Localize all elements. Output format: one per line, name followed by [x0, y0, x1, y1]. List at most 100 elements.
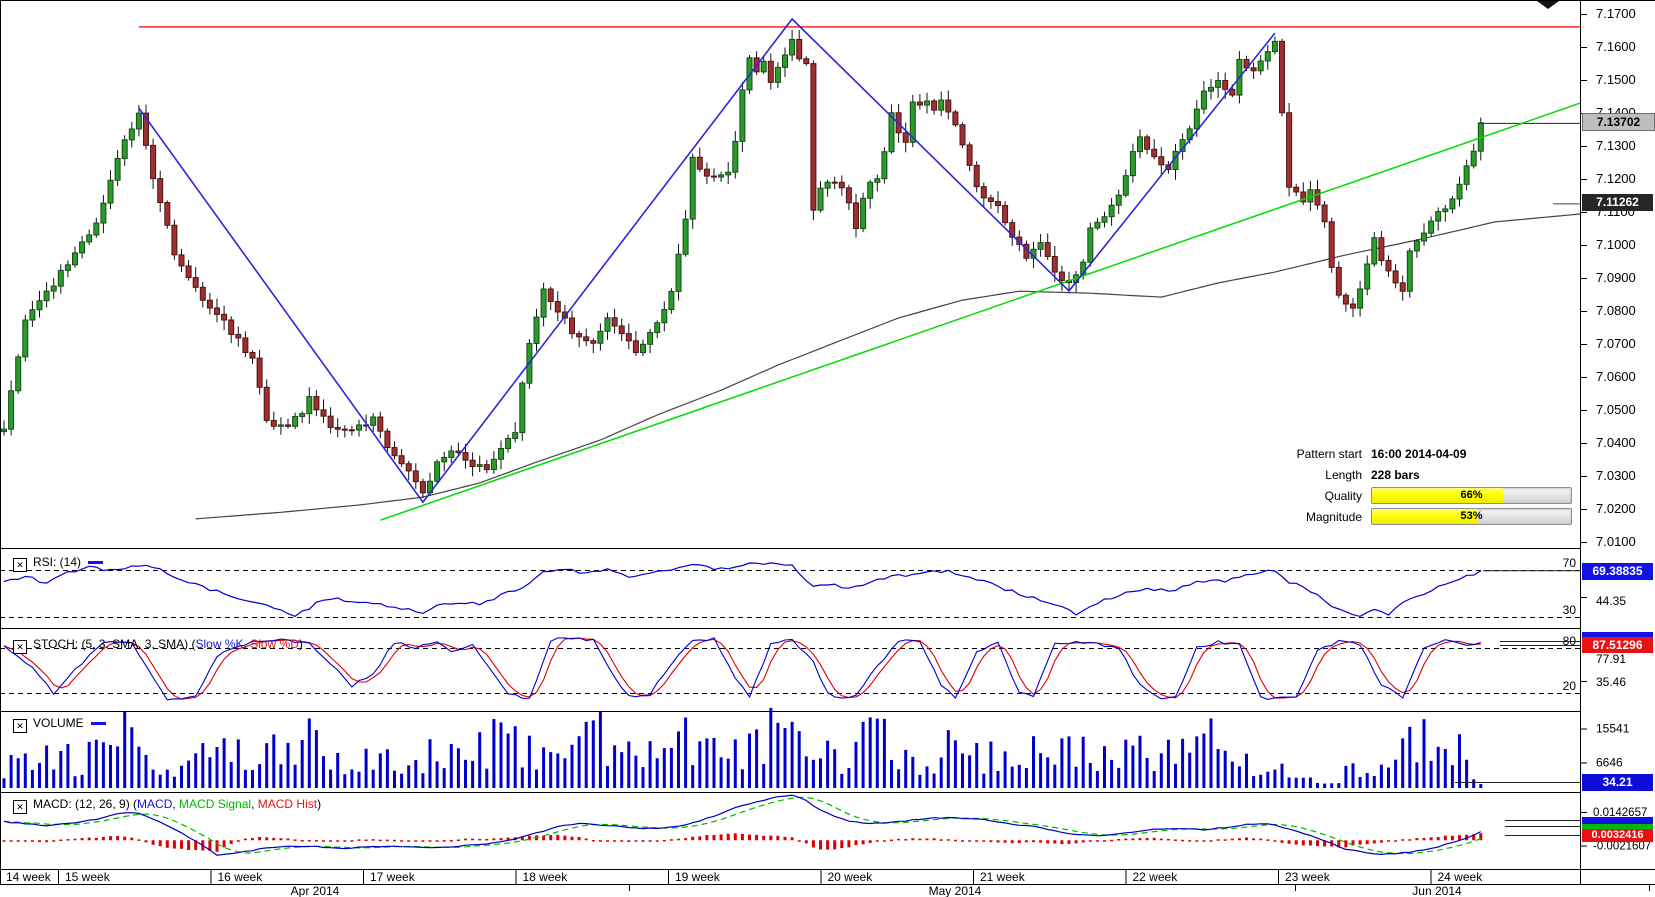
volume-bar: [641, 767, 645, 788]
volume-bar: [911, 756, 915, 788]
stoch-close-paren: ): [298, 637, 303, 651]
candle-bullish: [1087, 227, 1094, 263]
volume-bar: [293, 764, 297, 788]
candle-bearish: [377, 416, 384, 432]
macd-hist-bar: [1372, 840, 1376, 844]
price-scale-label: 7.0200: [1596, 501, 1636, 516]
candle-bearish: [405, 463, 412, 472]
macd-hist-bar: [819, 840, 822, 850]
macd-hist-bar: [1039, 840, 1043, 843]
macd-hist-bar: [648, 840, 652, 842]
volume-bar: [101, 742, 105, 788]
volume-bar: [123, 711, 127, 788]
volume-bar: [109, 744, 112, 788]
candle-bullish: [512, 432, 519, 439]
candle-bearish: [214, 307, 220, 315]
volume-bar: [222, 738, 226, 788]
candle-bullish: [490, 458, 497, 471]
macd-hist-bar: [364, 839, 368, 841]
candle-bearish: [1151, 148, 1158, 158]
scroll-end-marker-icon[interactable]: [1537, 1, 1559, 9]
pattern-zigzag[interactable]: [138, 17, 1276, 504]
candle-bearish: [838, 181, 845, 189]
candle-bullish: [1208, 86, 1214, 92]
rsi-checkbox-icon[interactable]: ✕: [13, 558, 27, 572]
volume-bar: [158, 774, 162, 788]
pattern-start-row: Pattern start 16:00 2014-04-09: [1230, 443, 1578, 464]
candle-bearish: [973, 164, 980, 188]
volume-bar: [1032, 736, 1035, 788]
candle-bearish: [931, 100, 938, 111]
volume-bar: [506, 733, 510, 788]
volume-bar: [1408, 726, 1412, 788]
candle-bearish: [618, 325, 625, 335]
candle-bearish: [178, 254, 185, 267]
volume-bar: [613, 745, 617, 788]
volume-bar: [1024, 767, 1028, 788]
candle-bearish: [327, 415, 334, 428]
volume-bar: [826, 740, 830, 788]
volume-bar: [194, 753, 198, 788]
macd-hist-bar: [918, 838, 922, 841]
candle-bearish: [796, 38, 803, 60]
quality-progress-bar: 66%: [1371, 487, 1572, 504]
candle-bearish: [810, 63, 817, 211]
volume-checkbox-icon[interactable]: ✕: [13, 719, 27, 733]
macd-hist-bar: [1401, 839, 1405, 841]
volume-bar: [1166, 739, 1170, 788]
volume-bar: [520, 767, 524, 788]
stoch-title: STOCH: (5, 3, SMA, 3, SMA) (: [33, 637, 196, 651]
price-level-tag: 7.11262: [1582, 194, 1653, 211]
candle-bearish: [462, 452, 469, 461]
candle-bullish: [86, 234, 93, 243]
volume-bar: [804, 756, 808, 788]
macd-hist-bar: [1223, 839, 1227, 841]
candle-bullish: [782, 54, 788, 68]
candle-bearish: [192, 277, 199, 288]
volume-bar: [180, 765, 183, 788]
volume-bar: [464, 759, 467, 788]
candle-bearish: [902, 132, 909, 143]
volume-bar: [1223, 750, 1227, 788]
macd-hist-bar: [73, 838, 77, 841]
price-scale-label: 7.0400: [1596, 435, 1636, 450]
volume-bar: [897, 769, 901, 788]
volume-bar: [1372, 775, 1376, 788]
stoch-checkbox-icon[interactable]: ✕: [13, 640, 27, 654]
volume-bar: [1117, 767, 1121, 788]
price-scale-label: 7.1500: [1596, 72, 1636, 87]
candle-bullish: [1463, 165, 1470, 185]
price-scale-label: 7.1200: [1596, 171, 1636, 186]
volume-bar: [882, 718, 886, 788]
macd-checkbox-icon[interactable]: ✕: [13, 800, 27, 814]
candle-bullish: [476, 464, 483, 467]
volume-bar: [719, 757, 723, 788]
candle-bullish: [540, 288, 547, 318]
candle-bullish: [505, 437, 512, 449]
macd-hist-bar: [1379, 840, 1383, 843]
volume-bar: [549, 752, 553, 788]
candle-bullish: [888, 112, 895, 153]
volume-bar: [385, 749, 389, 788]
volume-bar: [265, 743, 269, 788]
volume-bar: [2, 778, 6, 788]
volume-bar: [485, 768, 489, 788]
macd-hist-bar: [357, 839, 361, 841]
macd-hist-bar: [1294, 840, 1298, 845]
trendline[interactable]: [380, 102, 1581, 521]
macd-hist-bar: [684, 838, 688, 841]
candle-bearish: [150, 144, 157, 180]
macd-hist-bar: [868, 840, 872, 843]
candle-bearish: [1385, 259, 1392, 272]
volume-bar: [563, 758, 567, 788]
macd-hist-bar: [300, 839, 304, 842]
macd-hist-bar: [613, 840, 617, 842]
macd-hist-bar: [811, 840, 815, 848]
macd-hist-bar: [1110, 839, 1114, 842]
volume-bar: [662, 748, 666, 788]
volume-bar: [187, 760, 191, 788]
candle-bearish: [987, 197, 994, 202]
candle-bullish: [22, 319, 29, 358]
